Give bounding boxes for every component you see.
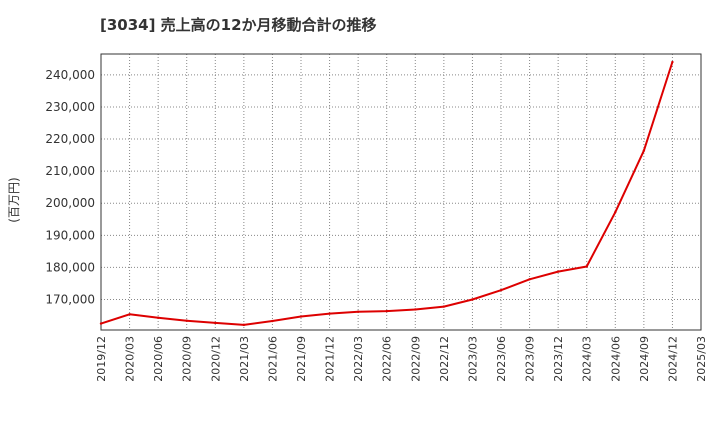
- x-tick-label: 2023/03: [466, 336, 479, 382]
- data-point: [442, 305, 446, 308]
- x-tick-label: 2024/03: [581, 336, 594, 382]
- data-point: [614, 211, 617, 214]
- y-tick-label: 180,000: [45, 260, 95, 274]
- data-point: [471, 298, 474, 301]
- data-point: [528, 278, 531, 281]
- data-point: [242, 323, 246, 327]
- x-tick-label: 2021/12: [324, 336, 337, 382]
- x-tick-label: 2021/06: [266, 336, 279, 382]
- y-tick-label: 200,000: [45, 196, 95, 210]
- x-tick-label: 2020/12: [209, 336, 222, 382]
- y-axis-label: (百万円): [7, 177, 21, 222]
- x-tick-label: 2023/12: [552, 336, 565, 382]
- data-point: [356, 310, 360, 313]
- chart-title: [3034] 売上高の12か月移動合計の推移: [100, 16, 377, 34]
- data-point: [385, 309, 388, 313]
- vertical-gridlines: [129, 54, 673, 330]
- series-layer: [99, 60, 674, 327]
- data-point: [585, 265, 588, 268]
- y-tick-label: 190,000: [45, 228, 95, 242]
- data-point: [99, 322, 103, 325]
- x-axis-ticks: 2019/12 2020/03 2020/06 2020/09 2020/12 2021/…: [95, 336, 708, 382]
- data-point: [642, 149, 646, 152]
- x-tick-label: 2024/12: [666, 336, 679, 382]
- x-tick-label: 2022/06: [381, 336, 394, 382]
- data-point: [185, 319, 188, 322]
- data-point: [556, 270, 560, 273]
- data-point: [214, 321, 217, 325]
- y-tick-label: 240,000: [45, 68, 95, 82]
- y-tick-label: 220,000: [45, 132, 95, 146]
- data-point: [414, 308, 417, 311]
- x-tick-label: 2021/09: [295, 336, 308, 382]
- data-point: [499, 289, 503, 292]
- x-tick-label: 2025/03: [695, 336, 708, 382]
- x-tick-label: 2019/12: [95, 336, 108, 382]
- horizontal-gridlines: [101, 74, 701, 301]
- x-tick-label: 2023/09: [524, 336, 537, 382]
- data-point: [671, 60, 674, 64]
- x-tick-label: 2024/09: [638, 336, 651, 382]
- data-point: [128, 313, 131, 316]
- y-tick-label: 230,000: [45, 100, 95, 114]
- x-tick-label: 2022/03: [352, 336, 365, 382]
- plot-frame: [100, 53, 702, 331]
- x-tick-label: 2021/03: [238, 336, 251, 382]
- data-point: [271, 319, 274, 323]
- y-axis-ticks: 170,000 180,000 190,000 200,000 210,000 220,0…: [45, 68, 95, 307]
- data-point: [156, 316, 160, 320]
- y-tick-label: 170,000: [45, 293, 95, 307]
- x-tick-label: 2023/06: [495, 336, 508, 382]
- x-tick-label: 2020/06: [152, 336, 165, 382]
- x-tick-label: 2020/09: [181, 336, 194, 382]
- x-tick-label: 2022/12: [438, 336, 451, 382]
- x-tick-label: 2024/06: [609, 336, 622, 382]
- x-tick-label: 2020/03: [124, 336, 137, 382]
- y-tick-label: 210,000: [45, 164, 95, 178]
- data-point: [299, 315, 303, 318]
- data-point: [328, 312, 331, 315]
- x-tick-label: 2022/09: [409, 336, 422, 382]
